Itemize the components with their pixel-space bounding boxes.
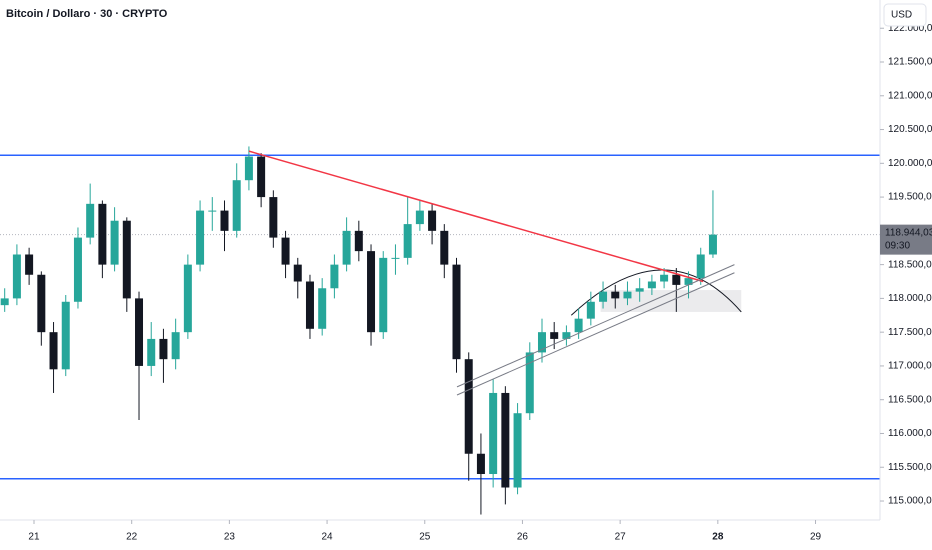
- candle-body: [342, 230, 351, 265]
- currency-label[interactable]: USD: [891, 10, 912, 21]
- y-tick-label: 121.500,00: [888, 57, 932, 68]
- trend-line: [248, 150, 704, 283]
- candle-body: [159, 338, 168, 360]
- y-tick-label: 117.000,00: [888, 361, 932, 372]
- candle-body: [672, 274, 681, 285]
- candle-body: [611, 291, 620, 299]
- candle-body: [428, 210, 437, 231]
- candle-body: [562, 332, 571, 339]
- candle-body: [415, 210, 424, 225]
- candle-body: [452, 264, 461, 360]
- candle-body: [635, 288, 644, 292]
- candle-body: [464, 359, 473, 454]
- candle-body: [61, 301, 70, 370]
- candle-body: [220, 210, 229, 231]
- candle-body: [171, 332, 180, 360]
- axes: 115.000,00 115.500,00 116.000,00 116.500,00…: [28, 23, 932, 543]
- x-tick-label: 28: [712, 532, 724, 543]
- candle-body: [208, 210, 217, 212]
- y-tick-label: 116.500,00: [888, 394, 932, 405]
- candle-body: [623, 291, 632, 299]
- candle-body: [281, 237, 290, 265]
- y-tick-label: 121.000,00: [888, 90, 932, 101]
- last-price-badge: [880, 224, 932, 255]
- y-tick-label: 118.000,00: [888, 293, 932, 304]
- candle-body: [110, 220, 119, 265]
- candle-body: [586, 301, 595, 319]
- y-tick-label: 118.500,00: [888, 259, 932, 270]
- candle-body: [183, 264, 192, 333]
- y-tick-label: 115.000,00: [888, 496, 932, 507]
- candle-body: [550, 332, 559, 339]
- y-tick-label: 117.500,00: [888, 327, 932, 338]
- x-tick-label: 27: [615, 532, 627, 543]
- candle-body: [684, 278, 693, 285]
- candle-body: [574, 318, 583, 333]
- candle-body: [147, 338, 156, 366]
- candle-body: [196, 210, 205, 265]
- currency-button[interactable]: [883, 3, 927, 27]
- y-tick-label: 116.000,00: [888, 428, 932, 439]
- x-tick-label: 25: [419, 532, 431, 543]
- candle-body: [696, 254, 705, 279]
- x-tick-label: 24: [322, 532, 334, 543]
- candle-body: [98, 203, 107, 265]
- candle-body: [513, 413, 522, 488]
- candle-body: [440, 230, 449, 265]
- candle-body: [391, 257, 400, 259]
- y-tick-label: 122.000,00: [888, 23, 932, 34]
- x-tick-label: 23: [224, 532, 236, 543]
- plot-area: [0, 146, 880, 515]
- candle-body: [269, 197, 278, 238]
- candle-body: [354, 230, 363, 252]
- candle-body: [379, 257, 388, 333]
- candle-body: [293, 264, 302, 282]
- candle-body: [367, 251, 376, 333]
- countdown-label: 09:30: [885, 240, 910, 251]
- last-price-label: 118.944,03: [885, 227, 932, 238]
- candle-body: [49, 332, 58, 370]
- candle-body: [37, 274, 46, 333]
- candle-body: [135, 298, 144, 366]
- candle-body: [599, 291, 608, 302]
- candle-body: [25, 254, 34, 275]
- candle-body: [647, 281, 656, 289]
- candle-body: [403, 224, 412, 258]
- candle-body: [73, 237, 82, 302]
- candle-body: [330, 264, 339, 289]
- candle-body: [232, 180, 241, 231]
- y-tick-label: 119.500,00: [888, 192, 932, 203]
- candle-body: [0, 298, 9, 306]
- x-tick-label: 22: [126, 532, 138, 543]
- chart-title: Bitcoin / Dollaro · 30 · CRYPTO: [6, 8, 168, 20]
- x-tick-label: 29: [810, 532, 822, 543]
- y-tick-label: 115.500,00: [888, 462, 932, 473]
- candle-body: [525, 352, 534, 414]
- x-tick-label: 21: [28, 532, 40, 543]
- x-tick-label: 26: [517, 532, 529, 543]
- candle-body: [318, 288, 327, 329]
- y-tick-label: 120.500,00: [888, 124, 932, 135]
- candle-body: [489, 392, 498, 475]
- trend-line: [456, 264, 735, 388]
- candle-body: [86, 203, 95, 238]
- candle-body: [660, 274, 669, 282]
- trend-line: [456, 272, 735, 396]
- candle-body: [122, 220, 131, 299]
- candle-body: [12, 254, 21, 299]
- candle-body: [305, 281, 314, 329]
- candle-body: [537, 332, 546, 353]
- candle-body: [476, 453, 485, 475]
- candle-body: [708, 234, 717, 255]
- candle-body: [501, 392, 510, 488]
- candle-body: [257, 156, 266, 198]
- y-tick-label: 120.000,00: [888, 158, 932, 169]
- candle-body: [244, 156, 253, 181]
